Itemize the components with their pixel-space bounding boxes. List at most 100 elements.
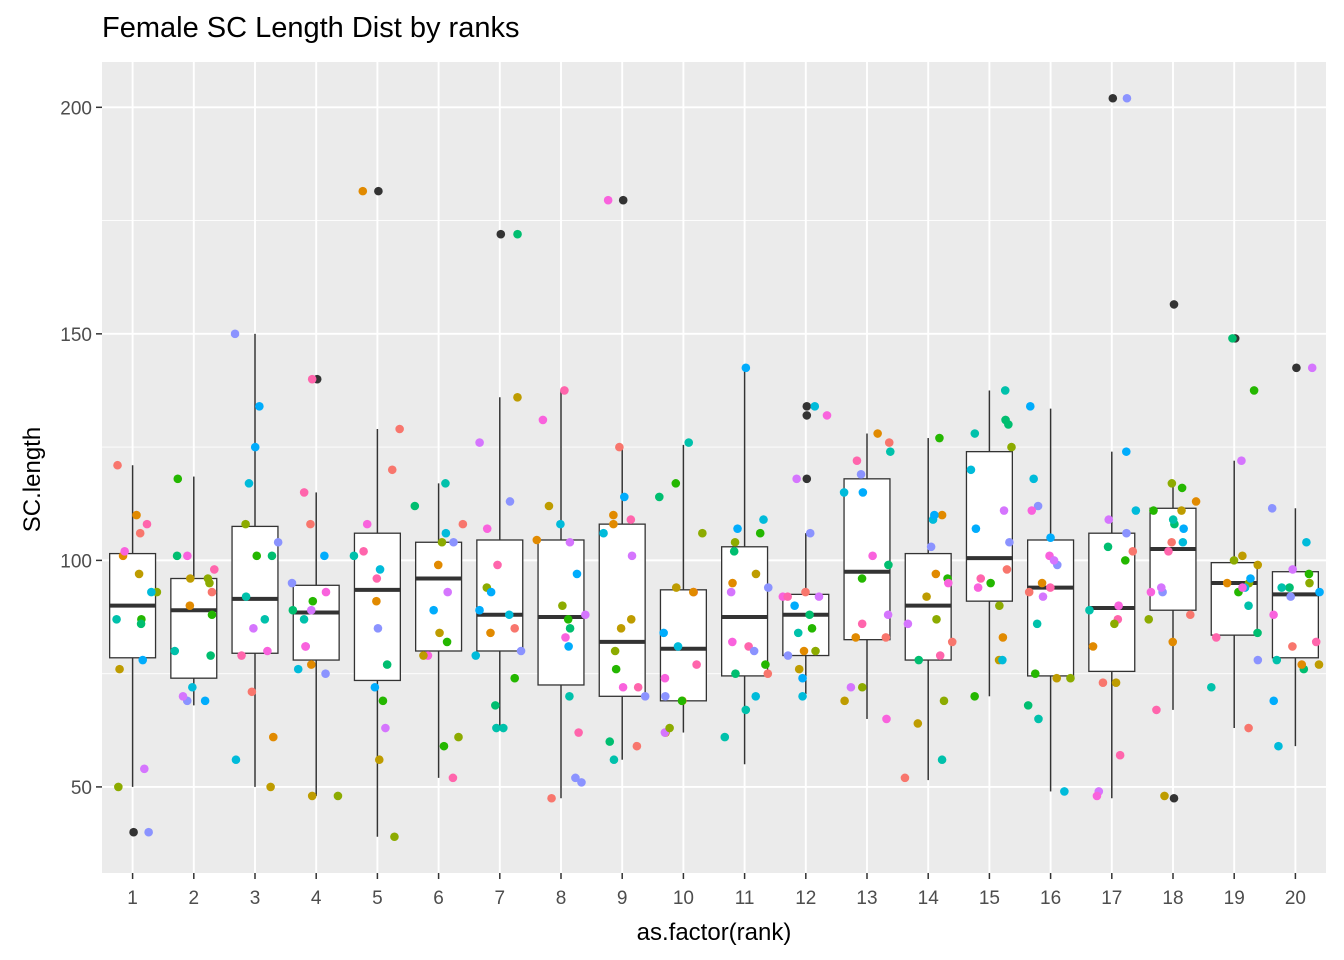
box-8 xyxy=(537,390,585,799)
jitter-point xyxy=(684,438,694,447)
jitter-point xyxy=(1160,791,1169,801)
jitter-point xyxy=(881,633,891,642)
jitter-point xyxy=(610,646,620,656)
jitter-point xyxy=(976,574,986,583)
jitter-point xyxy=(763,583,773,592)
jitter-point xyxy=(247,687,257,697)
jitter-point xyxy=(565,624,575,633)
jitter-point xyxy=(449,537,458,547)
jitter-point xyxy=(811,646,820,656)
jitter-point xyxy=(358,186,368,196)
jitter-point xyxy=(136,619,146,629)
jitter-point xyxy=(1237,456,1246,466)
x-tick-label: 12 xyxy=(795,888,816,909)
jitter-point xyxy=(659,628,668,638)
jitter-point xyxy=(188,682,197,692)
jitter-point xyxy=(603,195,613,205)
jitter-point xyxy=(1277,583,1287,592)
jitter-point xyxy=(306,605,316,615)
jitter-point xyxy=(378,696,388,706)
jitter-point xyxy=(671,479,681,488)
jitter-point xyxy=(231,755,241,765)
jitter-point xyxy=(510,673,520,683)
jitter-point xyxy=(1128,547,1138,556)
jitter-point xyxy=(935,651,945,660)
jitter-point xyxy=(268,732,278,742)
jitter-point xyxy=(1164,547,1173,556)
jitter-point xyxy=(1052,673,1062,683)
jitter-point xyxy=(200,696,210,706)
jitter-point xyxy=(857,574,867,583)
jitter-point xyxy=(442,637,452,647)
jitter-point xyxy=(419,651,428,660)
outlier-point xyxy=(802,411,812,420)
jitter-point xyxy=(320,551,329,561)
jitter-point xyxy=(138,655,148,665)
jitter-point xyxy=(633,682,643,692)
chart-title: Female SC Length Dist by ranks xyxy=(102,12,520,44)
jitter-point xyxy=(437,537,447,547)
jitter-point xyxy=(1211,633,1221,642)
jitter-point xyxy=(564,642,573,651)
jitter-point xyxy=(390,832,399,842)
jitter-point xyxy=(632,741,642,751)
jitter-point xyxy=(482,524,492,533)
jitter-point xyxy=(883,610,893,620)
jitter-point xyxy=(856,469,866,479)
jitter-point xyxy=(1088,642,1098,651)
jitter-point xyxy=(395,424,404,434)
jitter-point xyxy=(790,601,799,610)
jitter-point xyxy=(1000,386,1010,395)
jitter-point xyxy=(730,537,740,547)
jitter-point xyxy=(973,583,983,592)
jitter-point xyxy=(207,610,217,620)
jitter-point xyxy=(609,510,618,520)
y-axis: 50 100 150 200 xyxy=(60,98,102,799)
jitter-point xyxy=(741,705,751,715)
jitter-point xyxy=(1244,723,1253,733)
jitter-point xyxy=(1111,678,1121,688)
jitter-point xyxy=(839,488,849,497)
outlier-point xyxy=(1292,363,1301,373)
jitter-point xyxy=(868,551,877,561)
jitter-point xyxy=(349,551,359,561)
jitter-point xyxy=(939,696,949,706)
x-tick-label: 18 xyxy=(1162,888,1183,909)
box-9 xyxy=(598,195,646,760)
x-tick-label: 17 xyxy=(1101,888,1122,909)
jitter-point xyxy=(611,664,621,674)
jitter-point xyxy=(1179,524,1188,533)
jitter-point xyxy=(1253,628,1262,638)
x-axis-title: as.factor(rank) xyxy=(637,919,792,946)
jitter-point xyxy=(387,465,397,475)
jitter-point xyxy=(113,460,122,470)
jitter-point xyxy=(673,642,683,651)
jitter-point xyxy=(1314,660,1324,669)
jitter-point xyxy=(1168,515,1178,524)
jitter-point xyxy=(882,714,891,724)
jitter-point xyxy=(810,402,820,411)
jitter-point xyxy=(132,510,141,520)
jitter-point xyxy=(1110,619,1119,629)
jitter-point xyxy=(971,524,981,533)
jitter-point xyxy=(183,551,192,561)
jitter-point xyxy=(814,592,824,601)
jitter-point xyxy=(513,229,522,239)
jitter-point xyxy=(1288,642,1297,651)
x-tick-label: 19 xyxy=(1224,888,1245,909)
jitter-point xyxy=(206,651,215,660)
jitter-point xyxy=(1152,705,1161,715)
jitter-point xyxy=(852,456,862,466)
jitter-point xyxy=(255,402,264,411)
jitter-point xyxy=(1229,556,1239,565)
jitter-point xyxy=(922,592,931,601)
box-iqr xyxy=(537,539,585,686)
jitter-point xyxy=(1037,578,1047,588)
jitter-point xyxy=(372,596,381,606)
jitter-point xyxy=(1103,542,1113,552)
box-iqr xyxy=(721,546,769,677)
outlier-point xyxy=(1108,93,1118,103)
box-iqr xyxy=(1088,532,1136,673)
jitter-point xyxy=(792,474,801,484)
jitter-point xyxy=(698,528,707,538)
